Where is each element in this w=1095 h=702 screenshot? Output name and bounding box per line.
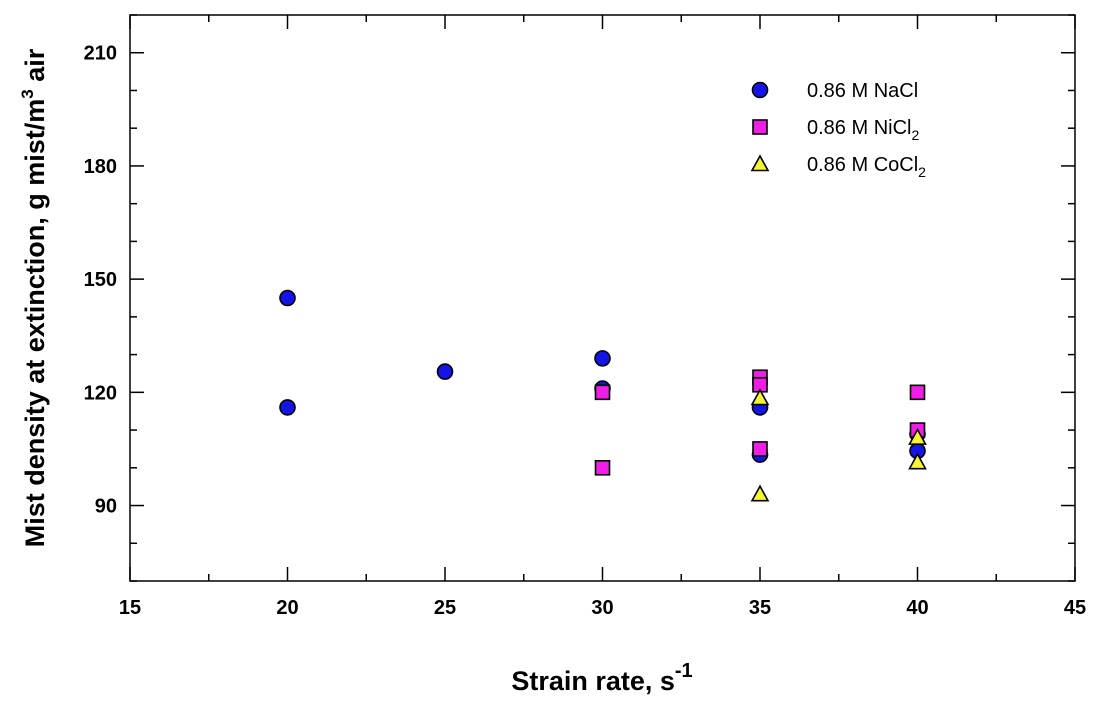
y-tick-label: 150 (84, 269, 117, 291)
legend-circle-marker (751, 81, 769, 99)
y-tick-label: 180 (84, 156, 117, 178)
triangle-point (908, 427, 927, 445)
square-point (594, 459, 611, 476)
circle-point (279, 289, 296, 307)
x-axis-title-text: Strain rate, s (511, 666, 675, 696)
triangle-point (750, 484, 770, 502)
y-axis-title-text: Mist density at extinction, g mist/m (20, 99, 50, 548)
x-tick-label: 25 (434, 597, 456, 619)
x-tick-labels: 15 20 25 30 35 40 45 (119, 597, 1086, 619)
y-tick-label: 90 (95, 496, 117, 518)
y-tick-label: 120 (84, 382, 117, 404)
y-axis-title: Mist density at extinction, g mist/m3 ai… (18, 48, 50, 547)
data-points (279, 289, 927, 502)
x-tick-label: 45 (1064, 597, 1086, 619)
x-tick-label: 30 (591, 597, 613, 619)
square-point (594, 384, 611, 401)
legend-label: 0.86 M NaCl (807, 80, 918, 102)
triangle-point (750, 388, 770, 406)
legend-triangle-marker (750, 154, 770, 172)
square-point (752, 441, 768, 457)
y-tick-labels: 90 120 150 180 210 (84, 43, 117, 518)
x-axis-title-superscript: -1 (675, 660, 693, 682)
triangle-point (908, 452, 927, 470)
plot-frame (129, 14, 1076, 582)
circle-point (279, 399, 296, 416)
x-tick-label: 15 (119, 597, 141, 619)
circle-point (594, 350, 611, 367)
legend-label: 0.86 M CoCl2 (807, 154, 926, 180)
y-axis-title-superscript: 3 (18, 89, 37, 98)
axis-ticks (129, 14, 1076, 582)
y-tick-label: 210 (84, 43, 117, 65)
circle-point (436, 363, 454, 380)
x-tick-label: 40 (906, 597, 928, 619)
y-axis-title-text-end: air (20, 48, 50, 89)
square-point (909, 384, 926, 401)
legend-square-marker (752, 119, 768, 135)
legend: 0.86 M NaCl 0.86 M NiCl2 0.86 M CoCl2 (750, 80, 926, 180)
legend-label: 0.86 M NiCl2 (807, 117, 919, 143)
x-tick-label: 20 (276, 597, 298, 619)
x-axis-title: Strain rate, s-1 (511, 660, 692, 696)
x-tick-label: 35 (749, 597, 771, 619)
